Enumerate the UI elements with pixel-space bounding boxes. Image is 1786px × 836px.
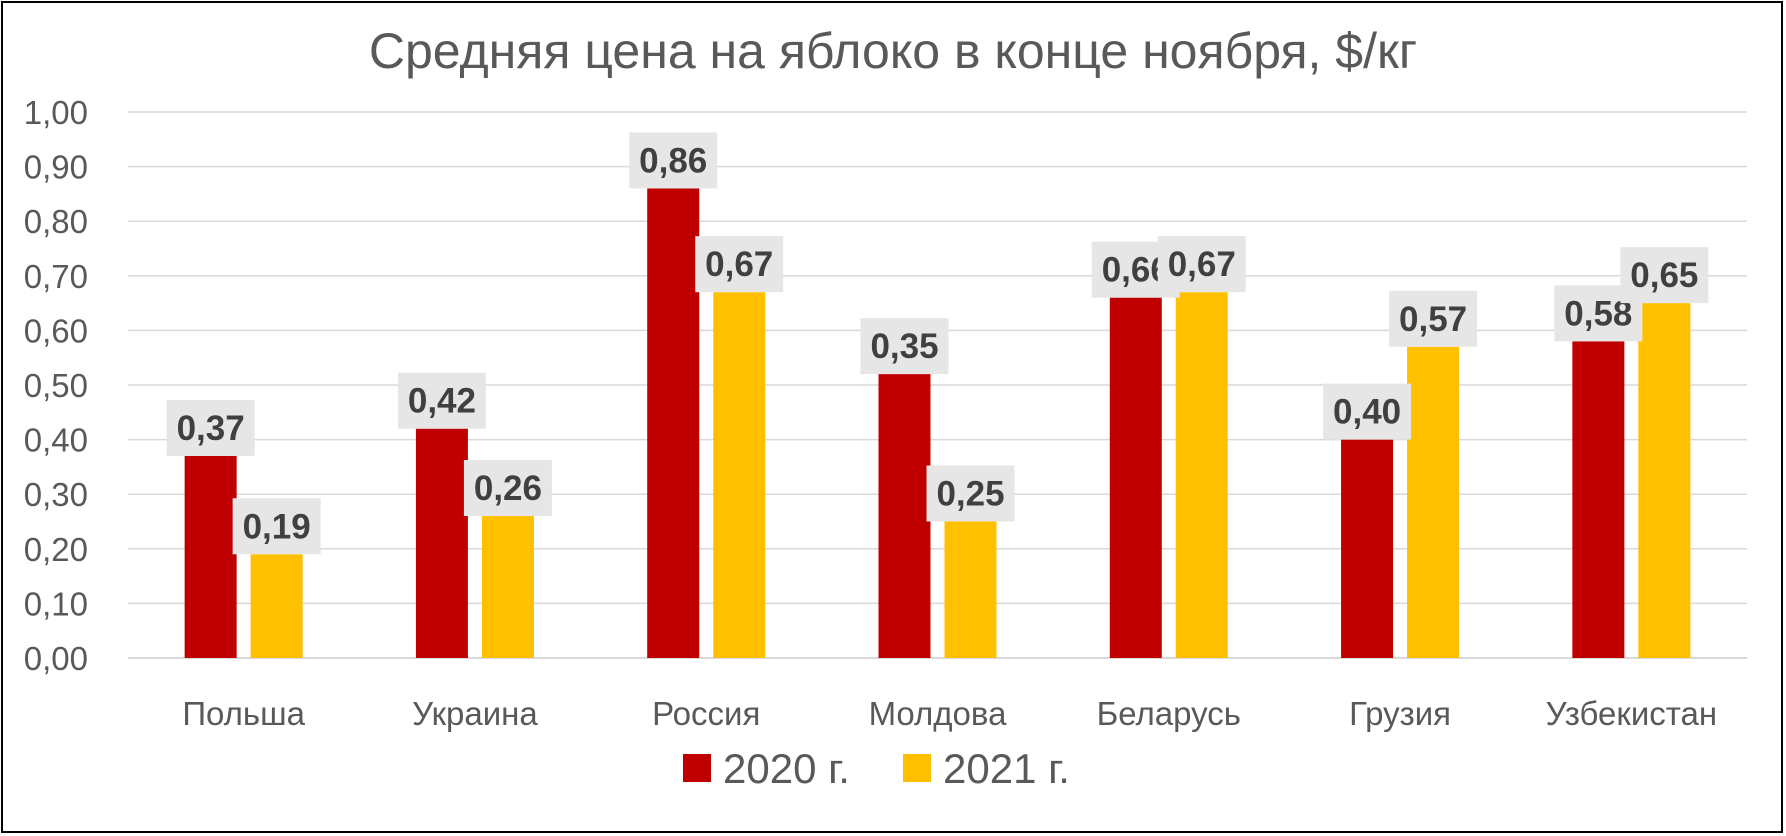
data-label: 0,19 [243,507,311,546]
legend-label: 2021 г. [943,745,1070,792]
data-label: 0,26 [474,469,542,508]
bar [1341,439,1394,658]
bar [184,455,237,658]
x-tick-label: Украина [412,695,538,732]
data-label-background [629,132,718,189]
bar [1638,303,1691,658]
data-label: 0,67 [705,245,773,284]
data-label: 0,35 [870,327,938,366]
bar [944,521,997,658]
data-label: 0,86 [639,141,707,180]
data-label-background [1389,290,1478,347]
y-tick-label: 0,40 [24,422,88,459]
x-tick-label: Россия [652,695,760,732]
bar [713,292,766,658]
bar [481,516,534,658]
y-tick-label: 0,60 [24,312,88,349]
x-tick-label: Узбекистан [1546,695,1717,732]
data-label: 0,57 [1399,300,1467,339]
bar [647,188,700,658]
data-label-background [1620,247,1709,304]
y-tick-label: 0,90 [24,149,88,186]
bar [1109,297,1162,658]
legend: 2020 г. 2021 г. [683,745,1070,792]
y-tick-label: 0,50 [24,367,88,404]
bar [1407,346,1460,658]
y-tick-label: 0,00 [24,640,88,677]
legend-swatch [683,754,711,782]
x-tick-label: Грузия [1349,695,1451,732]
data-label-background [232,498,321,555]
data-label: 0,37 [177,409,245,448]
bar [878,374,931,658]
y-tick-label: 0,20 [24,531,88,568]
chart-title: Средняя цена на яблоко в конце ноября, $… [369,23,1417,79]
x-tick-label: Молдова [869,695,1008,732]
data-label: 0,67 [1168,245,1236,284]
y-tick-label: 0,80 [24,203,88,240]
data-label-background [926,465,1015,522]
data-label-background [463,460,552,517]
y-tick-label: 0,70 [24,258,88,295]
data-label-background [695,236,784,293]
bar [1572,341,1625,658]
data-label-background [1157,236,1246,293]
legend-swatch [903,754,931,782]
data-label-background [1323,383,1412,440]
data-label-background [397,372,486,429]
x-tick-label: Польша [182,695,305,732]
y-tick-label: 0,30 [24,476,88,513]
data-label-background [166,399,255,456]
data-labels: 0,370,190,420,260,860,670,350,250,660,67… [166,132,1709,555]
data-label: 0,25 [936,475,1004,514]
y-tick-label: 1,00 [24,94,88,131]
bars [184,188,1691,658]
bar [250,554,303,658]
legend-label: 2020 г. [723,745,850,792]
x-tick-label: Беларусь [1097,695,1241,732]
data-label-background [860,318,949,375]
data-label: 0,65 [1630,256,1698,295]
bar [1175,292,1228,658]
y-tick-label: 0,10 [24,585,88,622]
y-axis-ticks: 0,00 0,10 0,20 0,30 0,40 0,50 0,60 0,70 0,80 0,90… [24,94,88,677]
gridlines [128,111,1747,659]
x-axis-ticks: Польша Украина Россия Молдова Беларусь Грузия… [182,695,1717,732]
data-label: 0,42 [408,382,476,421]
data-label: 0,40 [1333,393,1401,432]
bar [415,428,468,658]
